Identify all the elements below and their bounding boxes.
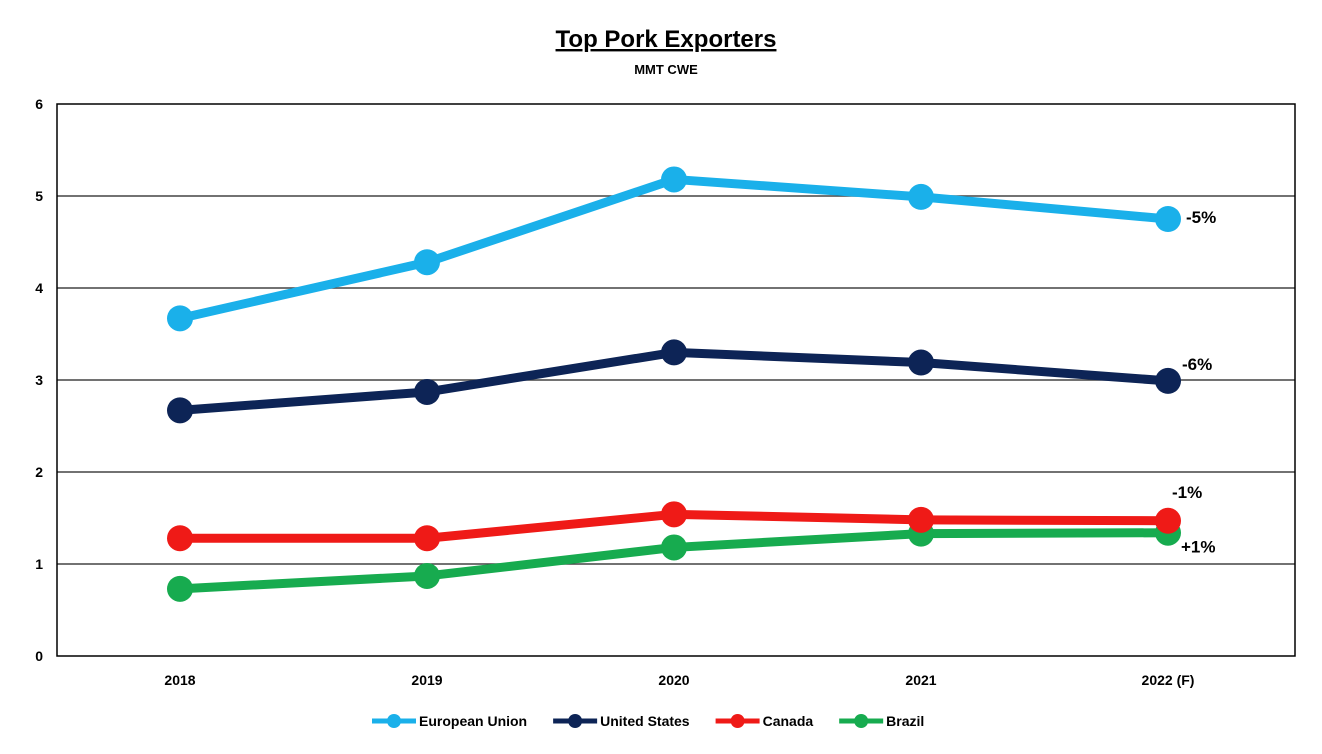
data-point bbox=[661, 534, 687, 561]
data-point bbox=[1155, 367, 1181, 394]
series-annotation: +1% bbox=[1181, 538, 1216, 557]
legend-marker bbox=[568, 714, 583, 728]
data-point bbox=[167, 397, 193, 424]
series-european-union bbox=[167, 166, 1181, 332]
legend: European Union United States Canada Brazil bbox=[372, 713, 924, 729]
plot-area bbox=[56, 103, 1296, 657]
legend-label: European Union bbox=[419, 713, 527, 729]
legend-label: United States bbox=[600, 713, 690, 729]
legend-item: Canada bbox=[715, 713, 814, 729]
series-annotation: -5% bbox=[1186, 208, 1216, 227]
data-point bbox=[1155, 206, 1181, 232]
y-tick-label: 1 bbox=[35, 556, 43, 572]
series-brazil bbox=[167, 519, 1181, 602]
annotations: -5% -6% -1% +1% bbox=[1172, 208, 1216, 557]
series-canada bbox=[167, 501, 1181, 552]
data-point bbox=[908, 183, 934, 210]
legend-item: Brazil bbox=[839, 713, 924, 729]
legend-item: United States bbox=[553, 713, 690, 729]
data-point bbox=[414, 562, 440, 589]
data-point bbox=[414, 378, 440, 405]
y-tick-label: 0 bbox=[35, 648, 43, 664]
gridlines bbox=[57, 195, 1295, 565]
x-axis-ticks: 2018 2019 2020 2021 2022 (F) bbox=[164, 672, 1194, 688]
data-point bbox=[167, 575, 193, 602]
legend-marker bbox=[387, 714, 401, 728]
y-tick-label: 2 bbox=[35, 464, 43, 480]
chart-title: Top Pork Exporters bbox=[556, 26, 777, 53]
series-lines bbox=[167, 166, 1181, 602]
x-tick-label: 2021 bbox=[905, 672, 936, 688]
y-tick-label: 3 bbox=[35, 372, 43, 388]
data-point bbox=[661, 339, 687, 366]
data-point bbox=[414, 525, 440, 552]
y-tick-label: 6 bbox=[35, 96, 43, 112]
chart-subtitle: MMT CWE bbox=[634, 62, 698, 77]
series-united-states bbox=[167, 339, 1181, 424]
legend-item: European Union bbox=[372, 713, 527, 729]
x-tick-label: 2019 bbox=[411, 672, 442, 688]
series-line bbox=[175, 174, 1173, 323]
legend-label: Canada bbox=[763, 713, 814, 729]
legend-marker bbox=[854, 714, 869, 728]
y-tick-label: 5 bbox=[35, 188, 43, 204]
data-point bbox=[908, 506, 934, 533]
series-annotation: -6% bbox=[1182, 355, 1212, 374]
x-tick-label: 2022 (F) bbox=[1142, 672, 1195, 688]
y-axis-ticks: 0 1 2 3 4 5 6 bbox=[35, 96, 43, 664]
data-point bbox=[661, 501, 687, 528]
data-point bbox=[908, 349, 934, 376]
x-tick-label: 2020 bbox=[658, 672, 689, 688]
data-point bbox=[167, 525, 193, 552]
data-point bbox=[167, 305, 193, 332]
legend-marker bbox=[730, 714, 745, 728]
legend-label: Brazil bbox=[886, 713, 924, 729]
data-point bbox=[414, 249, 440, 276]
series-annotation: -1% bbox=[1172, 483, 1202, 502]
x-tick-label: 2018 bbox=[164, 672, 195, 688]
y-tick-label: 4 bbox=[35, 280, 43, 296]
data-point bbox=[1155, 507, 1181, 534]
data-point bbox=[661, 166, 687, 193]
